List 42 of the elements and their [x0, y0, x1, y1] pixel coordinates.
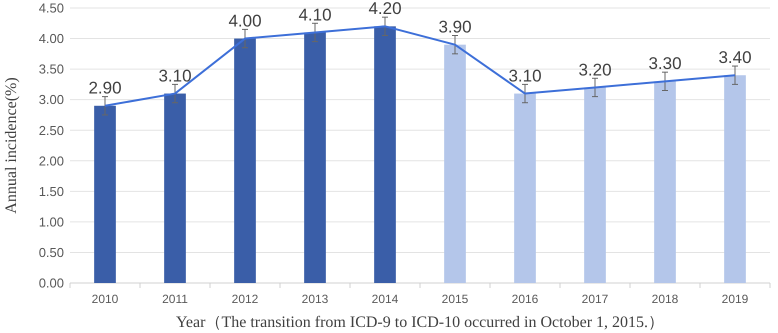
data-label: 3.10: [158, 66, 192, 86]
x-tick-label: 2014: [372, 292, 399, 306]
y-tick-label: 0.00: [38, 276, 64, 291]
y-tick-label: 2.50: [38, 122, 64, 138]
bar: [374, 26, 396, 283]
x-tick-label: 2012: [232, 292, 259, 306]
y-tick-label: 0.50: [38, 244, 64, 260]
bar: [584, 87, 606, 283]
y-tick-label: 4.50: [38, 0, 64, 16]
x-tick-label: 2016: [512, 292, 539, 306]
x-tick-label: 2013: [302, 292, 329, 306]
bar: [164, 94, 186, 283]
x-tick-label: 2011: [162, 292, 188, 306]
y-tick-label: 3.50: [38, 62, 64, 77]
y-tick-label: 1.00: [38, 214, 64, 230]
bar: [514, 94, 536, 283]
data-label: 2.90: [88, 78, 122, 98]
bar: [304, 32, 326, 283]
data-label: 3.30: [648, 54, 682, 74]
y-tick-label: 2.00: [38, 153, 64, 168]
y-tick-label: 3.00: [38, 92, 64, 108]
x-tick-label: 2018: [652, 292, 679, 306]
data-label: 3.10: [508, 66, 542, 86]
bar: [444, 44, 466, 283]
data-label: 4.10: [298, 5, 332, 24]
x-tick-label: 2019: [722, 292, 749, 306]
data-label: 4.20: [368, 0, 402, 18]
x-tick-label: 2010: [92, 292, 119, 306]
x-tick-label: 2015: [442, 292, 469, 306]
bar: [234, 38, 256, 283]
bar: [724, 75, 746, 283]
bar: [94, 106, 116, 283]
x-tick-label: 2017: [582, 292, 609, 306]
data-label: 3.40: [718, 48, 752, 68]
bar: [654, 81, 676, 283]
data-label: 3.90: [438, 18, 472, 36]
y-tick-label: 1.50: [38, 184, 64, 199]
y-axis-title: Annual incidence(%): [3, 77, 20, 214]
data-label: 3.20: [578, 60, 612, 80]
y-tick-label: 4.00: [38, 31, 64, 46]
data-label: 4.00: [228, 11, 262, 30]
x-axis-title: Year（The transition from ICD-9 to ICD-10 occurred in October 1, 2015.）: [176, 314, 664, 331]
